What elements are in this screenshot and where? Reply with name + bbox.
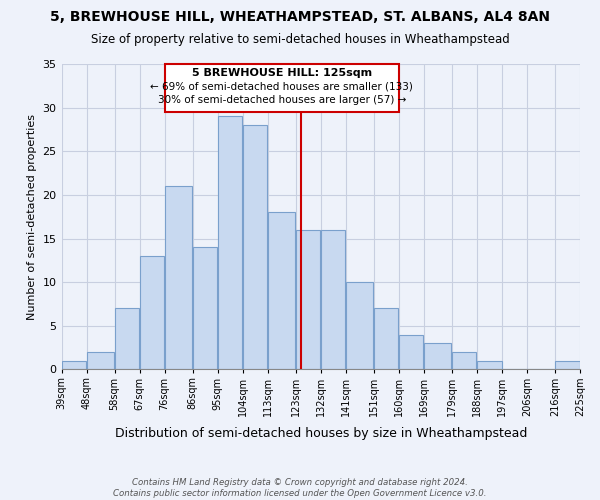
Bar	[374, 308, 398, 370]
Bar	[424, 344, 451, 369]
Text: 5, BREWHOUSE HILL, WHEATHAMPSTEAD, ST. ALBANS, AL4 8AN: 5, BREWHOUSE HILL, WHEATHAMPSTEAD, ST. A…	[50, 10, 550, 24]
Y-axis label: Number of semi-detached properties: Number of semi-detached properties	[27, 114, 37, 320]
X-axis label: Distribution of semi-detached houses by size in Wheathampstead: Distribution of semi-detached houses by …	[115, 427, 527, 440]
Bar	[321, 230, 346, 370]
Bar	[140, 256, 164, 370]
Text: Contains HM Land Registry data © Crown copyright and database right 2024.
Contai: Contains HM Land Registry data © Crown c…	[113, 478, 487, 498]
Bar	[87, 352, 114, 370]
Bar	[346, 282, 373, 370]
Bar	[115, 308, 139, 370]
Bar	[243, 125, 268, 370]
Text: Size of property relative to semi-detached houses in Wheathampstead: Size of property relative to semi-detach…	[91, 32, 509, 46]
Text: 5 BREWHOUSE HILL: 125sqm: 5 BREWHOUSE HILL: 125sqm	[191, 68, 372, 78]
Bar	[268, 212, 295, 370]
Bar	[296, 230, 320, 370]
Bar	[193, 248, 217, 370]
Bar	[556, 360, 580, 370]
Bar	[218, 116, 242, 370]
Bar	[399, 334, 424, 370]
Bar	[452, 352, 476, 370]
Text: 30% of semi-detached houses are larger (57) →: 30% of semi-detached houses are larger (…	[158, 94, 406, 104]
Bar	[165, 186, 192, 370]
Bar	[477, 360, 502, 370]
Bar	[62, 360, 86, 370]
FancyBboxPatch shape	[164, 64, 399, 112]
Text: ← 69% of semi-detached houses are smaller (133): ← 69% of semi-detached houses are smalle…	[151, 82, 413, 92]
